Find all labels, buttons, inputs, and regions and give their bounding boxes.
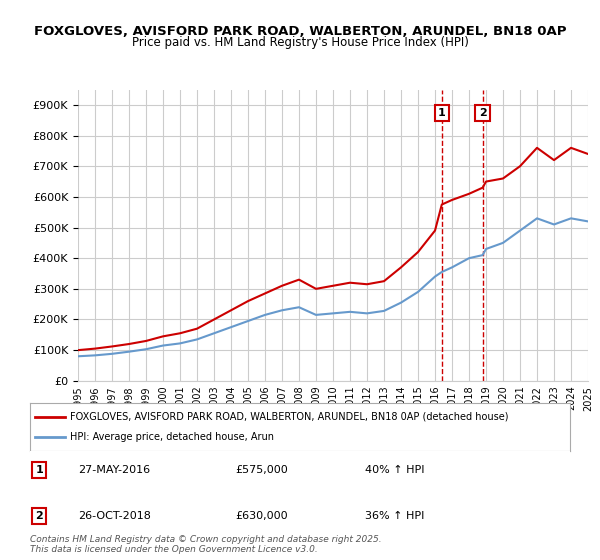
Text: 26-OCT-2018: 26-OCT-2018 (79, 511, 151, 521)
Text: 2: 2 (35, 511, 43, 521)
Text: HPI: Average price, detached house, Arun: HPI: Average price, detached house, Arun (71, 432, 275, 442)
Text: 2: 2 (479, 108, 487, 118)
Text: 27-MAY-2016: 27-MAY-2016 (79, 465, 151, 475)
Text: Contains HM Land Registry data © Crown copyright and database right 2025.
This d: Contains HM Land Registry data © Crown c… (30, 535, 382, 554)
Text: 1: 1 (438, 108, 446, 118)
Text: 40% ↑ HPI: 40% ↑ HPI (365, 465, 424, 475)
Text: £630,000: £630,000 (235, 511, 288, 521)
Text: FOXGLOVES, AVISFORD PARK ROAD, WALBERTON, ARUNDEL, BN18 0AP: FOXGLOVES, AVISFORD PARK ROAD, WALBERTON… (34, 25, 566, 38)
Text: 36% ↑ HPI: 36% ↑ HPI (365, 511, 424, 521)
Text: Price paid vs. HM Land Registry's House Price Index (HPI): Price paid vs. HM Land Registry's House … (131, 36, 469, 49)
Text: £575,000: £575,000 (235, 465, 288, 475)
Text: FOXGLOVES, AVISFORD PARK ROAD, WALBERTON, ARUNDEL, BN18 0AP (detached house): FOXGLOVES, AVISFORD PARK ROAD, WALBERTON… (71, 412, 509, 422)
Text: 1: 1 (35, 465, 43, 475)
